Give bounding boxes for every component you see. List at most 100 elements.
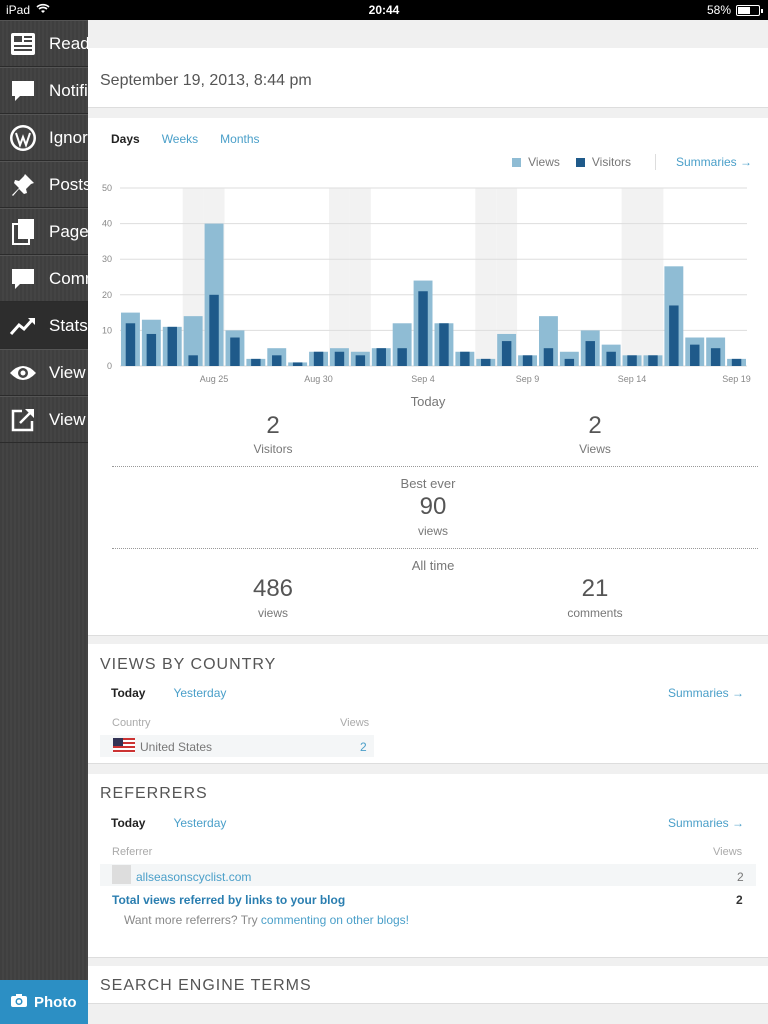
reader-icon (8, 29, 38, 59)
x-tick-label: Sep 14 (618, 374, 647, 384)
referrer-views: 2 (737, 870, 744, 884)
visitors-bar (167, 326, 177, 366)
country-views: 2 (360, 740, 367, 754)
total-referred-label: Total views referred by links to your bl… (112, 893, 346, 907)
trend-icon (8, 311, 38, 341)
visitors-bar (230, 337, 240, 366)
clock: 20:44 (368, 3, 400, 17)
sidebar-item-posts[interactable]: Posts (0, 161, 88, 208)
commenting-link[interactable]: commenting on other blogs! (260, 913, 410, 927)
visitors-bar (690, 344, 700, 366)
hint-text: Want more referrers? Try (124, 913, 261, 927)
today-label: Today (410, 394, 446, 409)
tab-today[interactable]: Today (111, 686, 146, 700)
visitors-bar (669, 305, 679, 366)
y-tick-label: 10 (102, 325, 112, 335)
visitors-bar (564, 358, 575, 366)
main-content: September 19, 2013, 8:44 pm Days Weeks M… (88, 20, 768, 1024)
pushpin-icon (8, 170, 38, 200)
table-row[interactable] (100, 735, 374, 757)
visitors-bar (292, 362, 303, 366)
section-title: SEARCH ENGINE TERMS (100, 977, 312, 994)
visitors-bar (522, 355, 533, 366)
y-tick-label: 20 (102, 290, 112, 300)
visitors-bar (272, 355, 282, 366)
referrer-summaries-link[interactable]: Summaries → (667, 816, 744, 830)
stats-chart-card: Days Weeks Months Views Visitors Summari… (88, 118, 768, 636)
visitors-bar (188, 355, 198, 366)
tab-yesterday[interactable]: Yesterday (173, 686, 227, 700)
photo-button[interactable]: Photo (0, 980, 88, 1024)
all-time-comments-label: comments (567, 606, 623, 620)
page-icon (8, 217, 38, 247)
sidebar-item-label: Comments (49, 268, 88, 288)
photo-button-label: Photo (34, 993, 77, 1011)
sidebar-item-label: Reader (49, 33, 88, 53)
sidebar-item-stats[interactable]: Stats (0, 302, 88, 349)
sidebar-item-pages[interactable]: Pages (0, 208, 88, 255)
referrer-tabs: Today Yesterday (111, 816, 226, 830)
views-swatch (512, 157, 522, 167)
tab-months[interactable]: Months (220, 132, 260, 146)
sidebar-item-view-admin[interactable]: View Admin (0, 349, 88, 396)
today-views-value: 2 (588, 412, 602, 439)
visitors-bar (209, 294, 219, 366)
more-referrers-hint: Want more referrers? Try commenting on o… (124, 913, 409, 927)
y-tick-label: 40 (102, 219, 112, 229)
visitors-bar (585, 341, 595, 366)
today-visitors-value: 2 (266, 412, 280, 439)
weekend-band (475, 188, 497, 366)
speech-bubble-icon (8, 76, 38, 106)
page-title: September 19, 2013, 8:44 pm (100, 72, 312, 89)
chart-summaries-link[interactable]: Summaries → (675, 155, 752, 169)
chart-legend: Views Visitors Summaries → (512, 154, 752, 170)
column-header-views: Views (340, 717, 370, 729)
table-row[interactable] (100, 864, 756, 886)
wifi-icon (36, 3, 50, 17)
weekend-band (621, 188, 643, 366)
weekend-band (642, 188, 664, 366)
battery-percent: 58% (706, 3, 731, 17)
referrer-link[interactable]: allseasonscyclist.com (136, 870, 252, 884)
x-tick-label: Aug 30 (304, 374, 333, 384)
y-tick-label: 50 (102, 183, 112, 193)
visitors-bar (376, 348, 386, 366)
views-chart[interactable]: 0 10 20 30 40 50 Aug 25 Aug 30 Sep 4 Sep 9 Sep 14 S… (88, 178, 768, 388)
sidebar-item-comments[interactable]: Comments (0, 255, 88, 302)
country-tabs: Today Yesterday (111, 686, 226, 700)
today-visitors-label: Visitors (253, 442, 293, 456)
section-title: VIEWS BY COUNTRY (100, 656, 277, 673)
visitors-bar (397, 348, 407, 366)
tab-days[interactable]: Days (111, 132, 140, 146)
all-time-comments-value: 21 (581, 575, 609, 602)
sidebar-item-reader[interactable]: Reader (0, 20, 88, 67)
country-summaries-link[interactable]: Summaries → (667, 686, 744, 700)
views-bar (183, 316, 203, 366)
tab-weeks[interactable]: Weeks (161, 132, 199, 146)
date-header: September 19, 2013, 8:44 pm (88, 48, 768, 108)
visitors-bar (146, 333, 157, 366)
best-ever-value: 90 (419, 493, 447, 520)
referrers-section: REFERRERS Today Yesterday Summaries → Re… (88, 774, 768, 958)
views-by-country-section: VIEWS BY COUNTRY Today Yesterday Summari… (88, 644, 768, 764)
y-tick-label: 0 (107, 361, 112, 371)
legend-views-label: Views (528, 155, 560, 169)
visitors-bar (731, 358, 742, 366)
tab-yesterday[interactable]: Yesterday (173, 816, 227, 830)
tab-today[interactable]: Today (111, 816, 146, 830)
x-tick-label: Sep 4 (411, 374, 435, 384)
sidebar-item-view-site[interactable]: View Site (0, 396, 88, 443)
sidebar-item-notifications[interactable]: Notifications (0, 67, 88, 114)
sidebar-item-label: Posts (49, 174, 88, 194)
device-name: iPad (6, 3, 31, 17)
legend-visitors-label: Visitors (591, 155, 631, 169)
visitors-bar (710, 348, 721, 366)
views-bar (539, 316, 558, 366)
sidebar-item-label: Notifications (49, 80, 88, 100)
column-header-country: Country (112, 717, 151, 729)
x-tick-label: Sep 19 (722, 374, 751, 384)
visitors-bar (355, 355, 366, 366)
sidebar-item-ignore[interactable]: Ignore (0, 114, 88, 161)
sidebar: Reader Notifications Ignore Posts Pages … (0, 20, 88, 1024)
sidebar-item-label: Ignore (49, 127, 88, 147)
